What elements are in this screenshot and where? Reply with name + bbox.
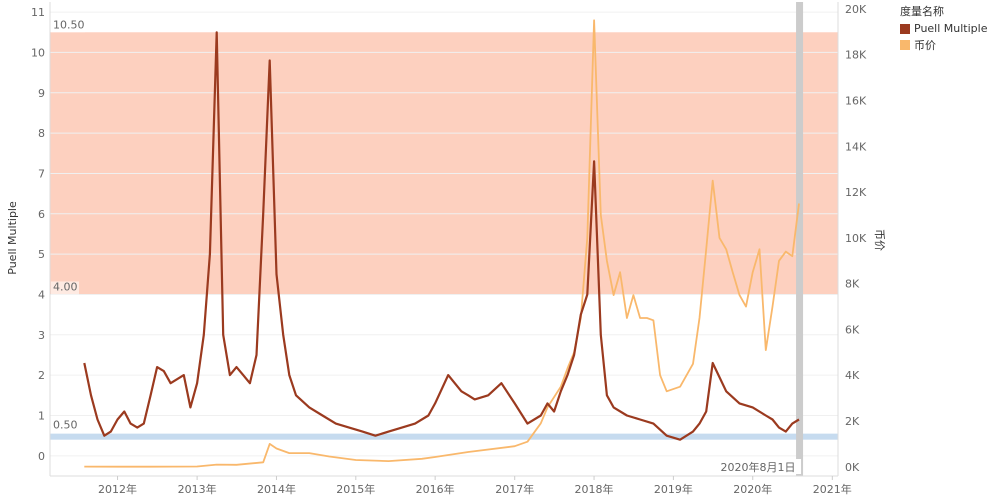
y-left-tick-label: 6	[38, 208, 45, 221]
y-left-tick-label: 0	[38, 450, 45, 463]
y-left-axis-title: Puell Multiple	[6, 201, 19, 275]
y-right-axis-title: 币价	[873, 229, 886, 251]
y-left-tick-label: 3	[38, 329, 45, 342]
y-right-tick-label: 16K	[845, 94, 867, 107]
legend-label-puell: Puell Multiple	[914, 22, 988, 35]
legend-item-puell[interactable]: Puell Multiple	[900, 22, 987, 35]
y-right-tick-label: 8K	[845, 278, 860, 291]
low-zone-band	[50, 433, 838, 440]
reference-line	[796, 2, 804, 476]
x-tick-label: 2019年	[654, 482, 693, 496]
y-right-tick-label: 6K	[845, 323, 860, 336]
x-tick-label: 2012年	[98, 482, 137, 496]
y-left-tick-label: 9	[38, 87, 45, 100]
band-label-bg	[51, 19, 85, 33]
series-puell-multiple-line	[83, 31, 800, 441]
y-right-tick-label: 20K	[845, 3, 867, 16]
series-price-line	[84, 19, 800, 468]
y-left-tick-label: 5	[38, 248, 45, 261]
x-tick-label: 2020年	[733, 482, 772, 496]
y-right-tick-label: 12K	[845, 186, 867, 199]
x-tick-label: 2015年	[336, 482, 375, 496]
y-right-tick-label: 14K	[845, 140, 867, 153]
legend: 度量名称 Puell Multiple 币价	[900, 3, 987, 55]
y-left-tick-label: 2	[38, 369, 45, 382]
y-right-tick-label: 4K	[845, 369, 860, 382]
band-label-high-bottom: 4.00	[53, 280, 78, 293]
y-left-tick-label: 10	[31, 46, 45, 59]
y-left-tick-label: 7	[38, 167, 45, 180]
band-label-bg	[51, 281, 79, 295]
y-right-tick-label: 10K	[845, 232, 867, 245]
high-zone-band	[50, 32, 838, 295]
legend-item-price[interactable]: 币价	[900, 37, 987, 53]
y-right-tick-label: 0K	[845, 461, 860, 474]
reference-label-bg	[715, 459, 802, 474]
band-label-low: 0.50	[53, 419, 78, 432]
x-tick-label: 2013年	[178, 482, 217, 496]
legend-swatch-puell	[900, 23, 910, 34]
x-tick-label: 2017年	[495, 482, 534, 496]
y-left-tick-label: 11	[31, 6, 45, 19]
legend-swatch-price	[900, 40, 910, 50]
x-tick-label: 2016年	[416, 482, 455, 496]
x-tick-label: 2018年	[575, 482, 614, 496]
y-right-tick-label: 2K	[845, 415, 860, 428]
y-right-tick-label: 18K	[845, 49, 867, 62]
reference-line-label: 2020年8月1日	[721, 460, 796, 474]
y-left-tick-label: 8	[38, 127, 45, 140]
legend-title: 度量名称	[900, 5, 944, 18]
legend-label-price: 币价	[914, 39, 936, 52]
y-left-tick-label: 1	[38, 409, 45, 422]
x-tick-label: 2014年	[257, 482, 296, 496]
x-tick-label: 2021年	[813, 482, 852, 496]
band-label-high-top: 10.50	[53, 18, 85, 31]
y-left-tick-label: 4	[38, 288, 45, 301]
